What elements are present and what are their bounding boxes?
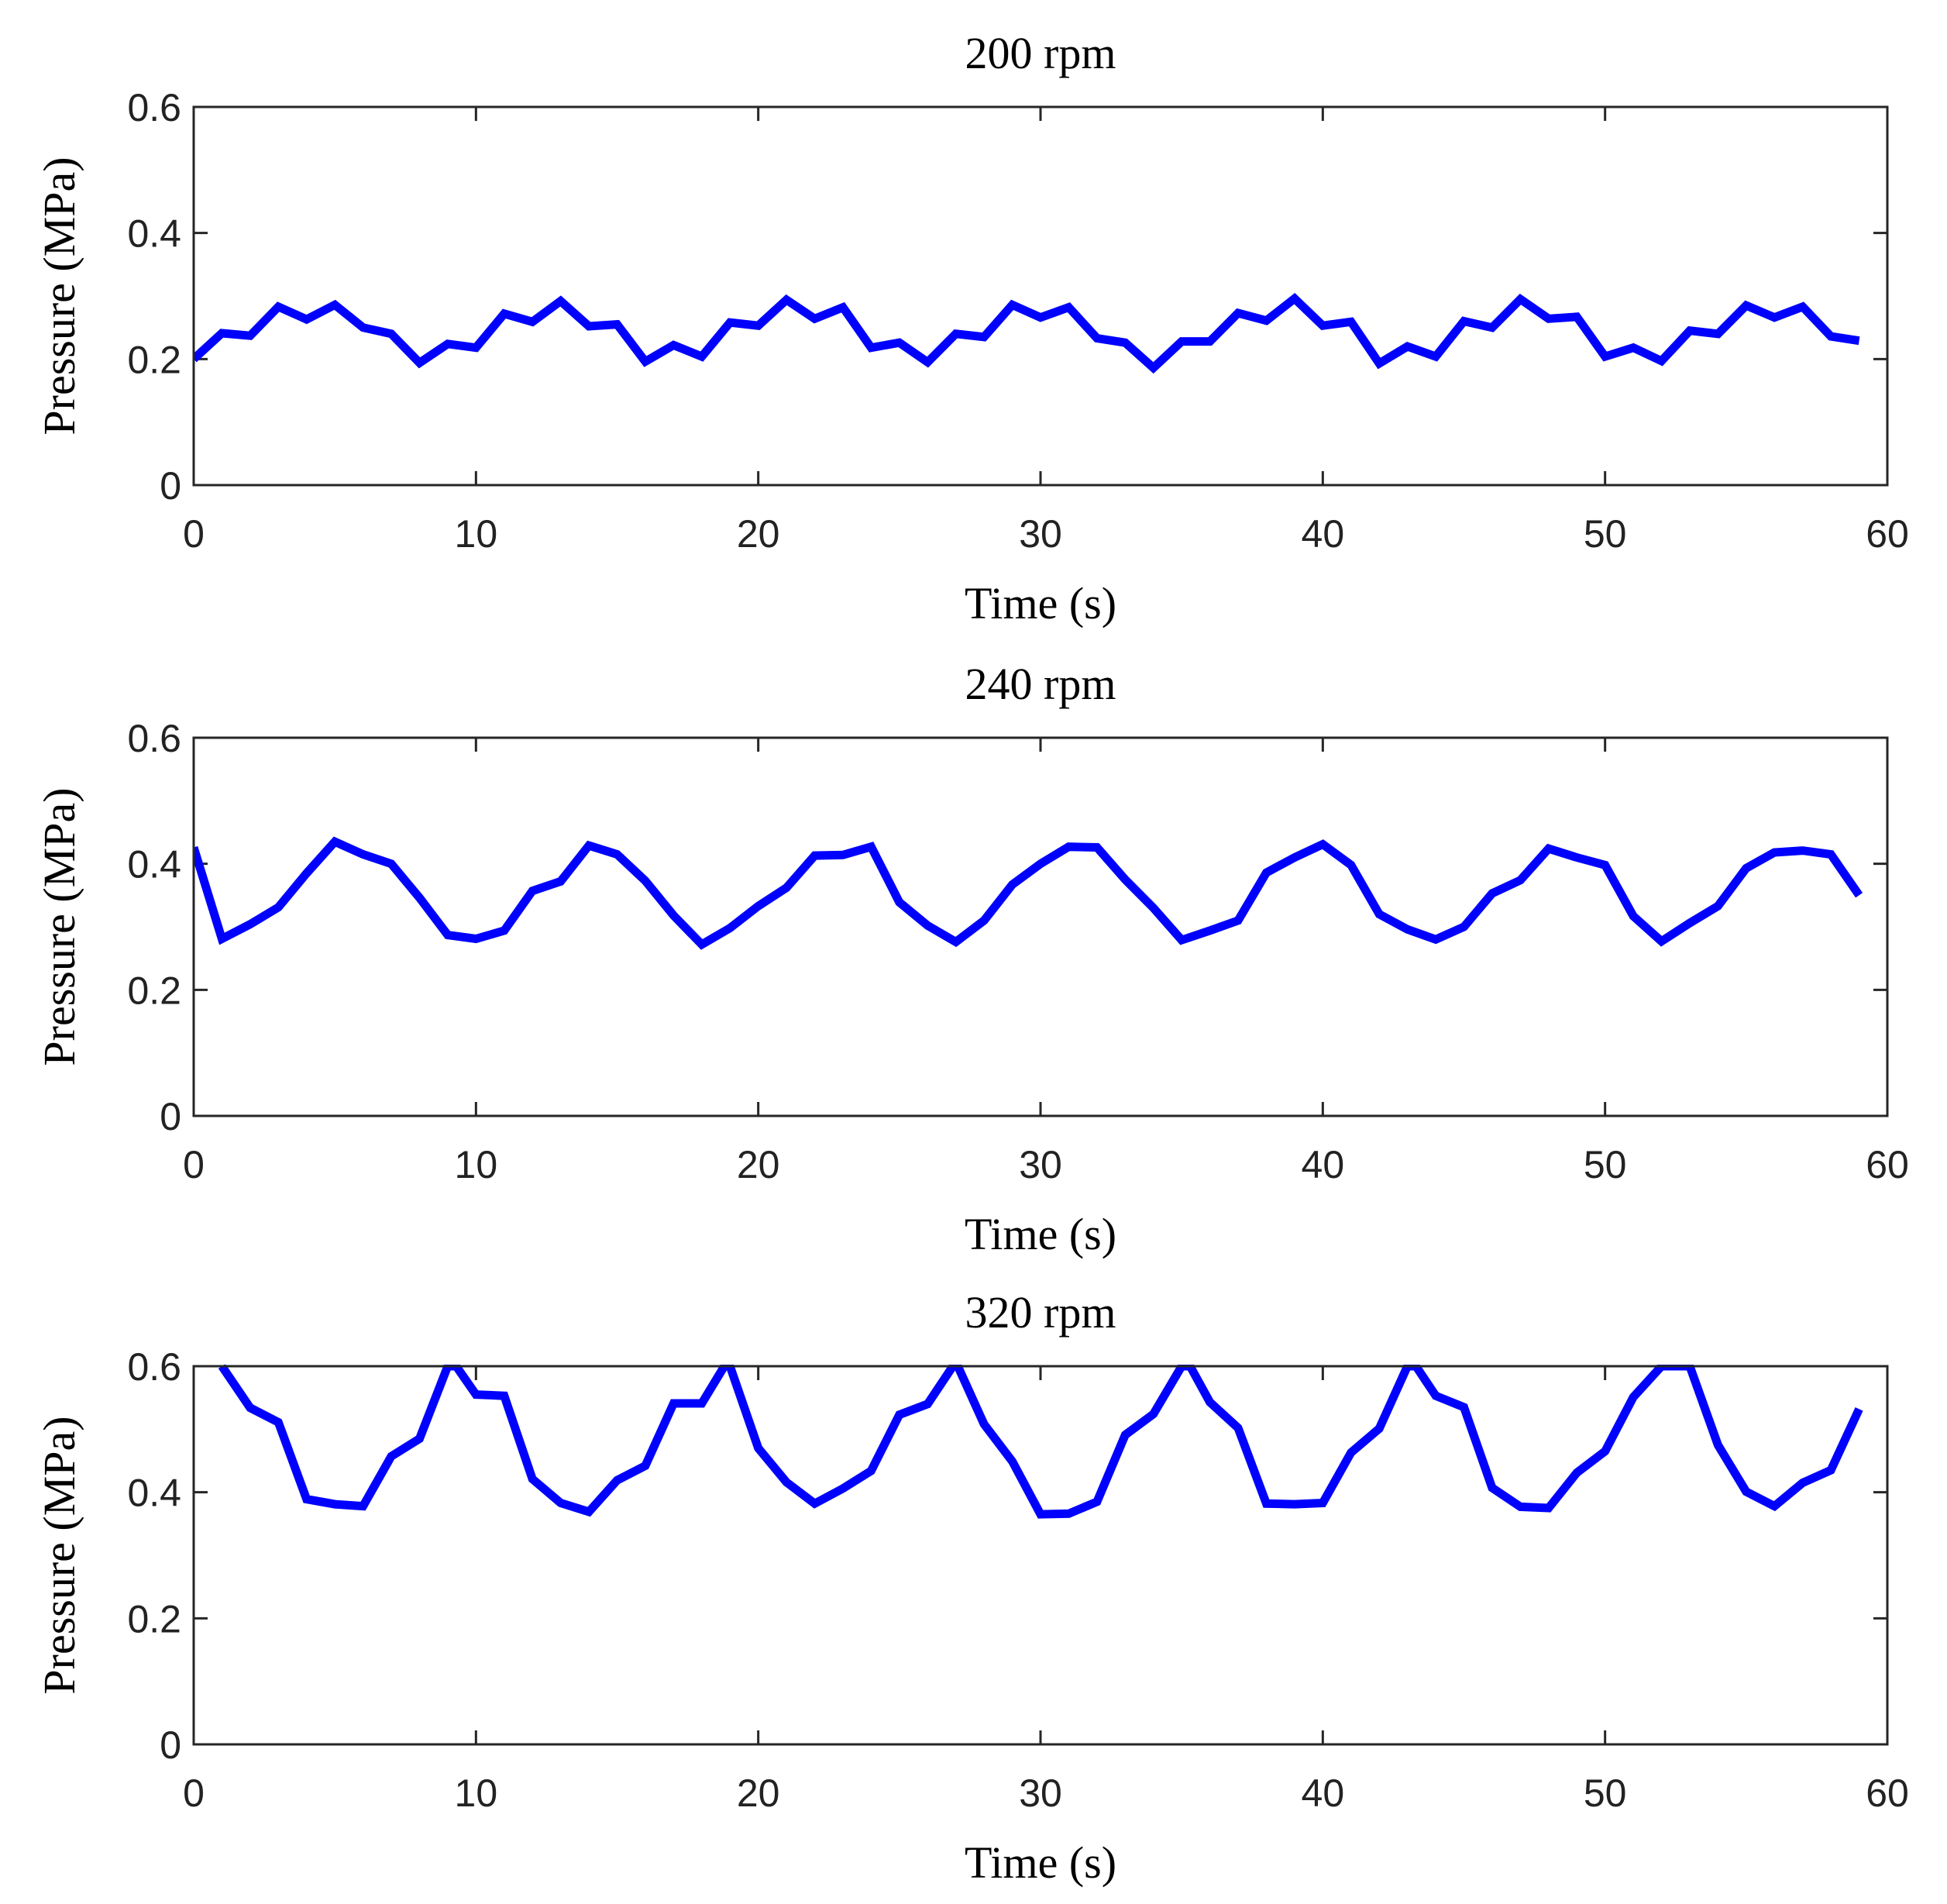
x-tick-label: 20 <box>737 512 780 556</box>
y-axis-label: Pressure (MPa) <box>34 157 84 435</box>
x-tick-label: 50 <box>1584 1143 1627 1186</box>
x-tick-label: 10 <box>455 512 498 556</box>
x-tick-label: 10 <box>455 1143 498 1186</box>
y-tick-label: 0.6 <box>127 1345 181 1389</box>
y-tick-label: 0 <box>160 1723 181 1767</box>
chart-panel-1: 200 rpm 0 10 20 30 40 50 60 0 0.2 0.4 0.6 Time (s) Pr… <box>34 28 1909 628</box>
y-tick-label: 0.4 <box>127 843 181 887</box>
y-tick-label: 0 <box>160 464 181 508</box>
chart-title: 240 rpm <box>965 659 1116 709</box>
chart-title: 200 rpm <box>965 28 1116 78</box>
x-tick-label: 20 <box>737 1143 780 1186</box>
x-tick-label: 60 <box>1866 1143 1909 1186</box>
x-tick-label: 50 <box>1584 512 1627 556</box>
y-tick-label: 0.6 <box>127 717 181 760</box>
y-tick-label: 0 <box>160 1095 181 1138</box>
y-tick-label: 0.4 <box>127 1472 181 1515</box>
plot-frame <box>192 105 1889 487</box>
y-tick-label: 0.2 <box>127 338 181 381</box>
x-tick-label: 10 <box>455 1771 498 1815</box>
x-tick-label: 50 <box>1584 1771 1627 1815</box>
x-tick-label: 30 <box>1019 1143 1062 1186</box>
x-tick-label: 60 <box>1866 1771 1909 1815</box>
x-tick-label: 60 <box>1866 512 1909 556</box>
y-tick-label: 0.2 <box>127 1597 181 1641</box>
series-line-pressure <box>194 836 1863 950</box>
series-line-pressure <box>218 1365 1863 1519</box>
chart-title: 320 rpm <box>965 1287 1116 1338</box>
x-axis-label: Time (s) <box>965 578 1116 628</box>
plot-frame <box>192 1365 1889 1746</box>
x-tick-label: 0 <box>183 512 205 556</box>
x-tick-label: 40 <box>1302 1143 1345 1186</box>
x-tick-label: 20 <box>737 1771 780 1815</box>
x-tick-label: 40 <box>1302 1771 1345 1815</box>
x-tick-label: 30 <box>1019 1771 1062 1815</box>
y-tick-label: 0.6 <box>127 86 181 129</box>
chart-panel-3: 320 rpm 0 10 20 30 40 50 60 0 0.2 0.4 0.6 Time (s) Pr… <box>34 1287 1909 1888</box>
x-axis-label: Time (s) <box>965 1837 1116 1888</box>
y-tick-label: 0.2 <box>127 969 181 1012</box>
y-axis-label: Pressure (MPa) <box>34 1416 84 1694</box>
x-tick-label: 0 <box>183 1771 205 1815</box>
x-tick-label: 0 <box>183 1143 205 1186</box>
x-tick-label: 30 <box>1019 512 1062 556</box>
plot-frame <box>192 736 1889 1117</box>
chart-panel-2: 240 rpm 0 10 20 30 40 50 60 0 0.2 0.4 0.6 Time (s) Pr… <box>34 659 1909 1259</box>
x-axis-label: Time (s) <box>965 1209 1116 1259</box>
series-line-pressure <box>194 293 1860 374</box>
y-axis-label: Pressure (MPa) <box>34 787 84 1066</box>
x-tick-label: 40 <box>1302 512 1345 556</box>
y-tick-label: 0.4 <box>127 212 181 256</box>
